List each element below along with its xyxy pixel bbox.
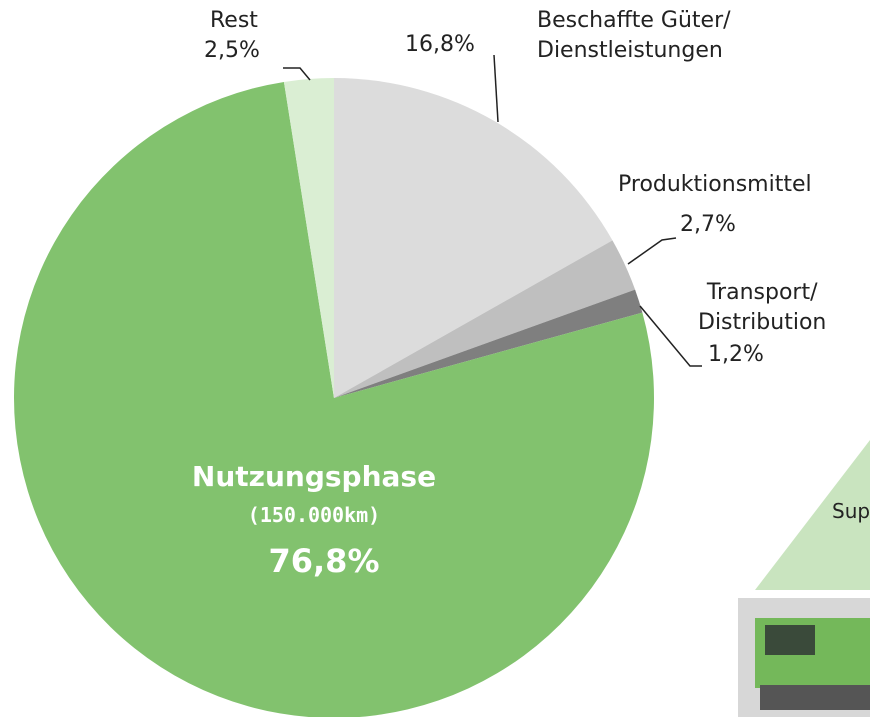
pie-slice <box>14 81 654 717</box>
category-label: Rest <box>210 8 258 33</box>
pie-slice <box>334 289 643 398</box>
value-label: 2,5% <box>204 38 260 63</box>
annotation: (150.000km) <box>247 503 381 527</box>
pie-slice <box>334 78 613 398</box>
inset-text: Sup <box>832 499 870 523</box>
category-label: Nutzungsphase <box>191 460 437 493</box>
pie-slice <box>283 78 334 398</box>
category-label: Beschaffte Güter/ Dienstleistungen <box>537 8 731 63</box>
category-label: Produktionsmittel <box>618 172 812 197</box>
value-label: 1,2% <box>708 342 764 367</box>
value-label: 16,8% <box>405 32 475 57</box>
value-label: 2,7% <box>680 212 736 237</box>
inset-triangle <box>755 440 870 590</box>
leader-lines <box>283 54 702 367</box>
truck-bumper <box>760 685 870 710</box>
truck-window <box>765 625 815 655</box>
value-label: 76,8% <box>268 542 380 580</box>
category-label: Transport/ Distribution <box>698 280 827 335</box>
pie-slice <box>334 240 636 398</box>
